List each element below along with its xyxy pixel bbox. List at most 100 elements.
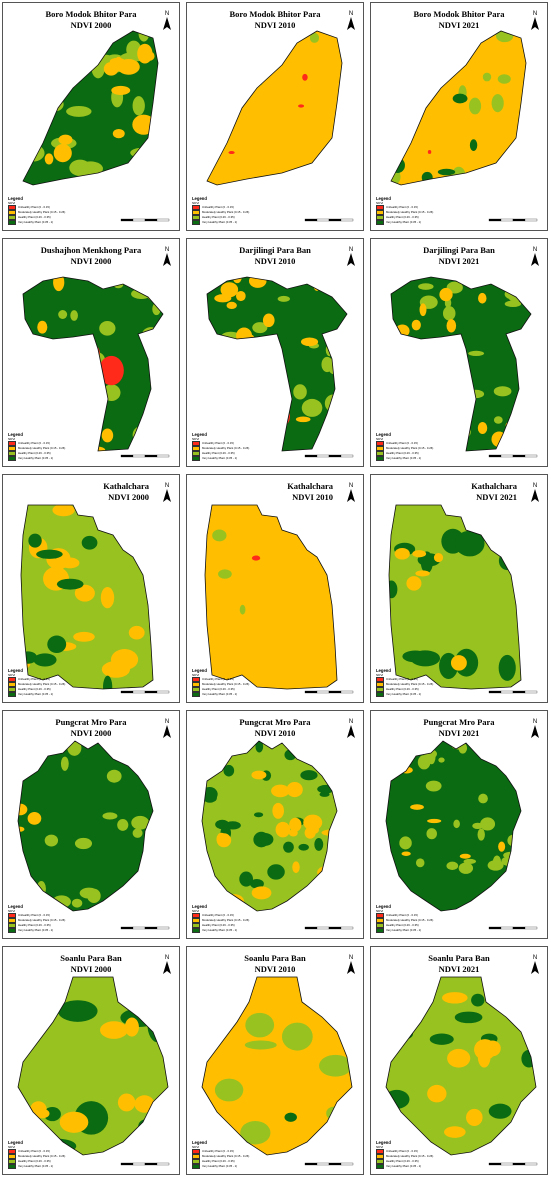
- ndvi-patch: [418, 283, 434, 290]
- map-legend: Legend NDVI Unhealthy Plant (0 - 0.15) Mode…: [192, 1140, 249, 1169]
- legend-swatch: [192, 441, 200, 446]
- ndvi-patch: [132, 152, 147, 173]
- legend-label: Very Healthy Plant (0.35 - 1): [202, 1164, 238, 1169]
- ndvi-patch: [395, 741, 404, 746]
- ndvi-patch: [151, 402, 163, 416]
- ndvi-patch: [100, 1021, 128, 1039]
- ndvi-patch: [35, 1108, 50, 1119]
- legend-item: Unhealthy Plant (0 - 0.15): [8, 913, 65, 918]
- legend-item: Moderately Healthy Plant (0.15 - 0.26): [376, 210, 433, 215]
- ndvi-patch: [406, 576, 422, 591]
- ndvi-patch: [253, 812, 264, 818]
- north-label: N: [533, 247, 537, 253]
- legend-label: Healthy Plant (0.26 - 0.35): [202, 451, 235, 456]
- scale-bar: [488, 1162, 538, 1166]
- map-title: Kathalchara: [287, 481, 333, 491]
- ndvi-patch: [99, 321, 116, 336]
- ndvi-patch: [300, 770, 318, 781]
- legend-item: Moderately Healthy Plant (0.15 - 0.26): [376, 682, 433, 687]
- ndvi-patch: [511, 772, 521, 778]
- legend-label: Unhealthy Plant (0 - 0.15): [386, 1149, 418, 1154]
- legend-item: Very Healthy Plant (0.35 - 1): [8, 1164, 65, 1169]
- legend-swatch: [376, 215, 384, 220]
- ndvi-patch: [522, 401, 531, 411]
- ndvi-patch: [450, 655, 467, 671]
- legend-swatch: [192, 687, 200, 692]
- legend-item: Moderately Healthy Plant (0.15 - 0.26): [192, 682, 249, 687]
- ndvi-patch: [251, 770, 267, 780]
- legend-label: Very Healthy Plant (0.35 - 1): [202, 220, 238, 225]
- ndvi-patch: [425, 780, 442, 792]
- ndvi-patch: [82, 41, 91, 60]
- ndvi-patch: [98, 355, 124, 386]
- legend-label: Moderately Healthy Plant (0.15 - 0.26): [386, 446, 434, 451]
- ndvi-patch: [251, 886, 272, 900]
- north-label: N: [533, 11, 537, 17]
- ndvi-patch: [449, 423, 461, 432]
- ndvi-patch: [301, 398, 323, 417]
- legend-item: Unhealthy Plant (0 - 0.15): [376, 205, 433, 210]
- legend-swatch: [8, 220, 16, 225]
- ndvi-patch: [143, 1129, 168, 1155]
- map-subtitle: NDVI 2010: [254, 728, 296, 738]
- legend-label: Moderately Healthy Plant (0.15 - 0.26): [18, 918, 66, 923]
- legend-item: Moderately Healthy Plant (0.15 - 0.26): [376, 446, 433, 451]
- ndvi-patch: [52, 402, 66, 414]
- legend-label: Healthy Plant (0.26 - 0.35): [18, 215, 51, 220]
- boundary-outline: [388, 504, 522, 690]
- ndvi-patch: [432, 352, 442, 366]
- scale-bar: [488, 454, 538, 458]
- legend-item: Moderately Healthy Plant (0.15 - 0.26): [8, 682, 65, 687]
- map-subtitle: NDVI 2021: [476, 492, 517, 502]
- legend-label: Unhealthy Plant (0 - 0.15): [18, 677, 50, 682]
- ndvi-patch: [132, 425, 151, 444]
- legend-swatch: [192, 692, 200, 697]
- legend-label: Unhealthy Plant (0 - 0.15): [202, 205, 234, 210]
- ndvi-patch: [47, 635, 67, 654]
- legend-swatch: [376, 682, 384, 687]
- ndvi-patch: [452, 381, 467, 395]
- ndvi-patch: [111, 85, 131, 95]
- map-panel: Boro Modok Bhitor Para NDVI 2000 N Legend ND…: [2, 2, 180, 231]
- boundary-outline: [204, 504, 338, 690]
- map-title: Pungcrat Mro Para: [239, 717, 311, 727]
- legend-item: Moderately Healthy Plant (0.15 - 0.26): [8, 446, 65, 451]
- ndvi-patch: [239, 604, 246, 615]
- map-title: Soanlu Para Ban: [244, 953, 306, 963]
- ndvi-patch: [478, 793, 488, 804]
- legend-title: Legend: [192, 904, 207, 909]
- ndvi-patch: [334, 1138, 352, 1155]
- north-label: N: [165, 719, 169, 725]
- legend-label: Unhealthy Plant (0 - 0.15): [202, 441, 234, 446]
- legend-label: Moderately Healthy Plant (0.15 - 0.26): [202, 682, 250, 687]
- ndvi-patch: [459, 853, 471, 859]
- legend-title: Legend: [376, 668, 391, 673]
- legend-label: Moderately Healthy Plant (0.15 - 0.26): [202, 210, 250, 215]
- legend-swatch: [376, 446, 384, 451]
- legend-label: Very Healthy Plant (0.35 - 1): [202, 456, 238, 461]
- ndvi-patch: [273, 376, 286, 385]
- ndvi-patch: [495, 31, 514, 43]
- ndvi-patch: [304, 982, 332, 1005]
- ndvi-patch: [50, 388, 65, 402]
- map-title: Darjilingi Para Ban: [239, 245, 311, 255]
- legend-swatch: [8, 918, 16, 923]
- ndvi-patch: [53, 277, 65, 292]
- ndvi-patch: [298, 891, 308, 902]
- ndvi-patch: [73, 631, 95, 642]
- map-legend: Legend NDVI Unhealthy Plant (0 - 0.15) Mode…: [192, 668, 249, 697]
- legend-swatch: [8, 682, 16, 687]
- ndvi-patch: [251, 555, 261, 561]
- ndvi-patch: [236, 290, 246, 302]
- ndvi-patch: [504, 300, 522, 308]
- legend-title: Legend: [192, 196, 207, 201]
- north-arrow-icon: N: [163, 955, 171, 974]
- ndvi-map: [206, 30, 343, 186]
- ndvi-patch: [453, 819, 460, 829]
- legend-label: Very Healthy Plant (0.35 - 1): [386, 1164, 422, 1169]
- ndvi-patch: [267, 864, 285, 880]
- legend-label: Moderately Healthy Plant (0.15 - 0.26): [202, 446, 250, 451]
- map-subtitle: NDVI 2000: [70, 964, 112, 974]
- boundary-outline: [206, 30, 343, 186]
- legend-item: Healthy Plant (0.26 - 0.35): [192, 451, 249, 456]
